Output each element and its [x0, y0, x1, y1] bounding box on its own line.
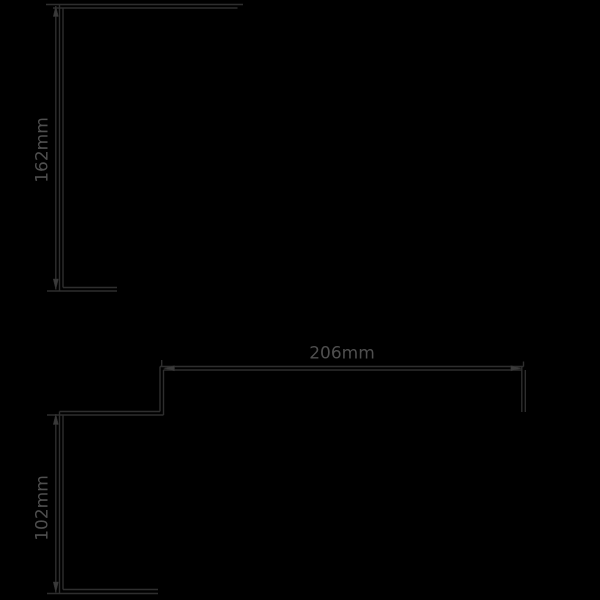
dimension-arrow-down-icon [52, 581, 59, 593]
top-height-dimension-label: 162mm [32, 117, 53, 183]
dimension-arrow-up-icon [52, 413, 59, 425]
width-dimension [161, 360, 525, 372]
bottom-profile-outline [47, 365, 526, 595]
top-height-dimension [52, 5, 59, 290]
bottom-height-dimension-label: 102mm [32, 475, 53, 541]
dimension-arrow-left-icon [163, 365, 175, 372]
dimension-arrow-right-icon [510, 365, 522, 372]
dimension-arrow-up-icon [52, 5, 59, 17]
bottom-height-dimension [52, 413, 59, 593]
width-dimension-label: 206mm [309, 343, 375, 364]
top-profile-outline [46, 3, 243, 292]
dimension-arrow-down-icon [52, 278, 59, 290]
